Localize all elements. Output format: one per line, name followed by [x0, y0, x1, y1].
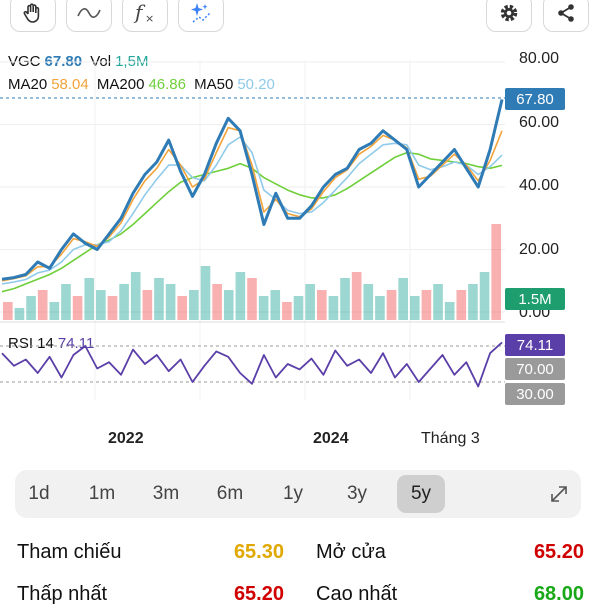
svg-text:×: × — [145, 12, 154, 25]
volume-bar — [433, 284, 443, 320]
period-5y[interactable]: 5y — [397, 475, 445, 513]
price-axis-label: 80.00 — [519, 50, 560, 67]
legend-ma20-value: 58.04 — [51, 76, 89, 93]
period-selector: 1d 1m 3m 6m 1y 3y 5y — [15, 470, 581, 518]
ma-legend: MA20 58.04 MA200 46.86 MA50 50.20 — [8, 76, 279, 93]
volume-bar — [37, 290, 48, 320]
volume-bar — [316, 290, 327, 320]
volume-bar — [14, 308, 25, 320]
volume-bar — [491, 224, 501, 320]
volume-bar — [479, 272, 490, 320]
volume-bar — [305, 284, 315, 320]
volume-bar — [363, 284, 374, 320]
volume-bar — [351, 272, 362, 320]
legend-rsi-label: RSI 14 — [8, 335, 54, 352]
volume-bar — [107, 296, 118, 320]
volume-bar — [282, 302, 292, 320]
volume-bar — [270, 290, 281, 320]
legend-ma50-value: 50.20 — [237, 76, 275, 93]
rsi-upper-tag: 70.00 — [505, 358, 565, 380]
legend-ma20-label: MA20 — [8, 76, 48, 93]
period-6m[interactable]: 6m — [216, 483, 244, 504]
x-axis-label: Tháng 3 — [421, 430, 480, 447]
rsi-legend: RSI 14 74.11 — [8, 335, 98, 352]
stat-label-high: Cao nhất — [316, 583, 398, 605]
period-3m[interactable]: 3m — [152, 483, 180, 504]
volume-bar — [72, 296, 83, 320]
volume-bar — [235, 272, 246, 320]
period-1m[interactable]: 1m — [88, 483, 116, 504]
share-icon[interactable] — [543, 0, 589, 32]
stat-label-open: Mở cửa — [316, 541, 386, 563]
volume-bar — [444, 302, 455, 320]
hand-pan-icon[interactable] — [10, 0, 56, 32]
stat-label-reference: Tham chiếu — [17, 541, 122, 563]
stat-label-low: Thấp nhất — [17, 583, 108, 605]
period-1d[interactable]: 1d — [28, 483, 50, 504]
rsi-line — [1, 341, 503, 388]
price-axis-label: 60.00 — [519, 114, 560, 131]
x-axis-label: 2024 — [313, 430, 349, 447]
volume-bar — [212, 284, 222, 320]
volume-bar — [398, 278, 408, 320]
legend-rsi-value: 74.11 — [57, 335, 95, 352]
stat-value-reference: 65.30 — [233, 541, 284, 563]
rsi-panel — [0, 341, 505, 388]
volume-bar — [61, 284, 71, 320]
rsi-lower-tag: 30.00 — [505, 383, 565, 405]
line-draw-icon[interactable] — [66, 0, 112, 32]
volume-bar — [96, 290, 106, 320]
gear-icon[interactable] — [486, 0, 532, 32]
chart-toolbar: f × — [0, 0, 600, 36]
volume-bar — [26, 296, 36, 320]
price-axis-label: 20.00 — [519, 241, 560, 258]
x-axis-label: 2022 — [108, 430, 144, 447]
volume-bar — [130, 272, 141, 320]
volume-bar — [3, 302, 13, 320]
legend-ma50-label: MA50 — [194, 76, 234, 93]
volume-bar — [468, 284, 478, 320]
price-lines — [1, 99, 504, 293]
volume-bar — [456, 290, 467, 320]
volume-bar — [386, 290, 397, 320]
series-line-ma50 — [1, 136, 503, 285]
legend-ma200-value: 46.86 — [148, 76, 186, 93]
chart-grid — [0, 60, 505, 400]
volume-bar — [84, 278, 95, 320]
volume-bar — [223, 290, 234, 320]
stat-value-low: 65.20 — [233, 583, 284, 605]
volume-bar — [119, 284, 129, 320]
stat-value-high: 68.00 — [533, 583, 584, 605]
volume-bar — [409, 296, 420, 320]
volume-bar — [154, 278, 164, 320]
expand-icon[interactable] — [535, 475, 583, 513]
period-3y[interactable]: 3y — [346, 483, 368, 504]
volume-bar — [293, 296, 304, 320]
price-axis-label: 40.00 — [519, 177, 560, 194]
volume-bar — [49, 302, 60, 320]
series-line-vgc — [1, 99, 504, 281]
volume-bar — [375, 296, 385, 320]
volume-tag: 1.5M — [505, 288, 565, 310]
period-1y[interactable]: 1y — [282, 483, 304, 504]
sparkle-ai-icon[interactable] — [178, 0, 224, 32]
volume-bar — [177, 296, 188, 320]
volume-bars — [3, 224, 501, 320]
volume-bar — [247, 278, 257, 320]
volume-bar — [258, 296, 269, 320]
volume-bar — [200, 266, 211, 320]
volume-bar — [165, 284, 176, 320]
current-price-tag: 67.80 — [505, 88, 565, 110]
volume-bar — [328, 296, 339, 320]
volume-bar — [421, 290, 432, 320]
volume-bar — [340, 278, 350, 320]
stat-value-open: 65.20 — [533, 541, 584, 563]
function-fx-icon[interactable]: f × — [122, 0, 168, 32]
rsi-value-tag: 74.11 — [505, 334, 565, 356]
price-chart[interactable] — [0, 40, 600, 420]
legend-ma200-label: MA200 — [96, 76, 145, 93]
volume-bar — [142, 290, 153, 320]
volume-bar — [189, 290, 199, 320]
